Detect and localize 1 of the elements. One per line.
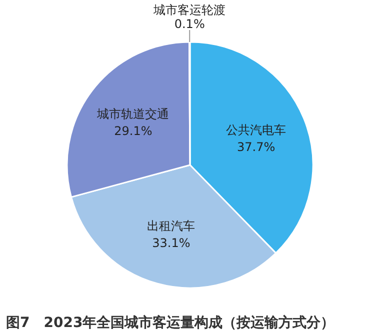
title: 图7 2023年全国城市客运量构成（按运输方式分） bbox=[6, 315, 335, 331]
